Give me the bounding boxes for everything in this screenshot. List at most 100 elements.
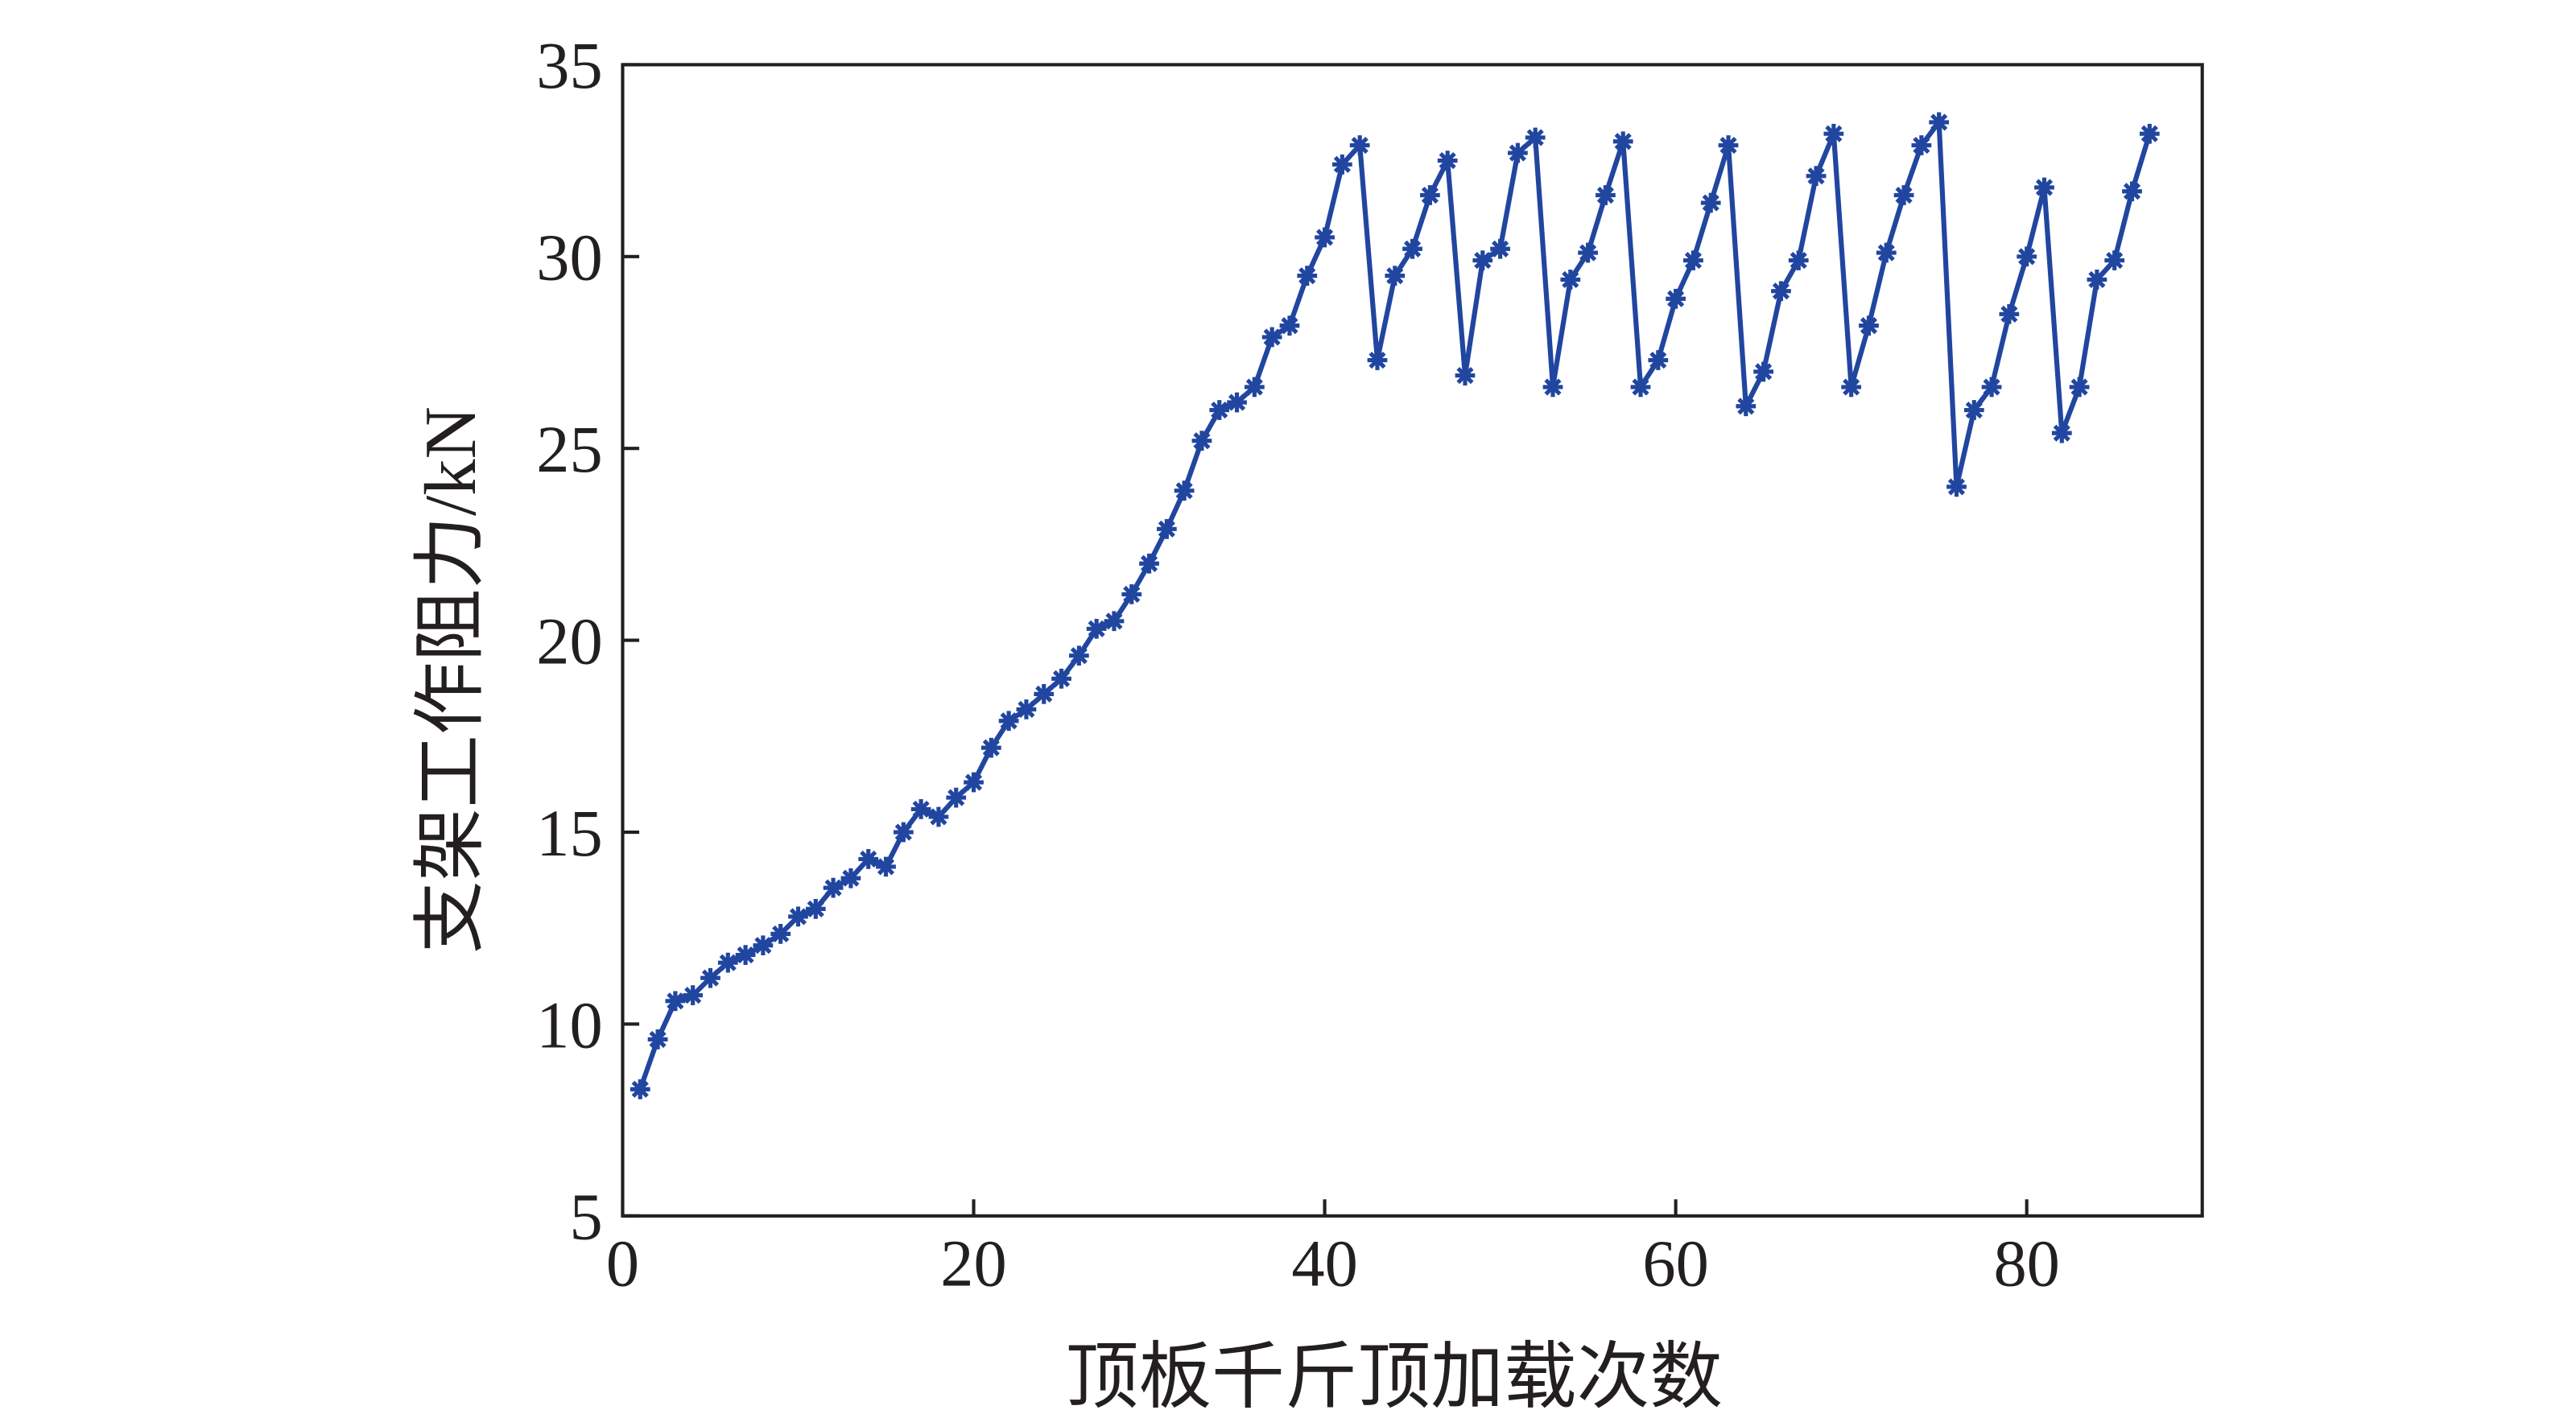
data-point [1086, 618, 1107, 639]
data-point [1630, 377, 1651, 398]
data-point [735, 945, 756, 965]
data-point [1893, 185, 1914, 205]
data-point [858, 849, 879, 869]
data-point [1297, 266, 1318, 287]
data-point [2087, 270, 2107, 290]
data-point [1929, 112, 1950, 133]
data-point [1596, 185, 1616, 205]
y-tick-label: 25 [536, 413, 602, 486]
data-point [1455, 365, 1476, 385]
data-point [1806, 166, 1827, 187]
data-point [998, 711, 1019, 732]
data-point [1279, 315, 1300, 336]
data-point [1385, 266, 1406, 287]
data-point [1718, 135, 1739, 155]
plot-frame [621, 63, 2204, 1218]
data-point [1332, 154, 1352, 175]
data-point [1612, 131, 1633, 152]
data-point [1051, 668, 1071, 689]
data-point [630, 1079, 650, 1099]
data-point [1911, 135, 1932, 155]
data-point [1016, 699, 1037, 719]
data-point [1963, 400, 1984, 420]
data-point [1771, 281, 1791, 302]
data-point [1349, 135, 1370, 155]
x-tick-label: 0 [606, 1227, 639, 1300]
data-point [770, 924, 791, 944]
data-point [717, 952, 738, 973]
data-point [1261, 327, 1282, 348]
data-point [2034, 177, 2054, 198]
data-point [1402, 238, 1422, 259]
data-point [1700, 192, 1721, 213]
data-point [2122, 181, 2142, 202]
data-point [1542, 377, 1563, 398]
y-tick-label: 5 [570, 1181, 603, 1254]
data-point [1191, 431, 1212, 451]
data-point [1490, 238, 1510, 259]
y-tick-label: 15 [536, 797, 602, 870]
data-point [2104, 250, 2125, 270]
data-point [805, 899, 826, 919]
y-tick-label: 20 [536, 604, 602, 678]
x-tick-label: 60 [1642, 1227, 1708, 1300]
data-point [1788, 250, 1809, 270]
data-point [1227, 392, 1247, 413]
data-point [1525, 127, 1546, 148]
data-point [1156, 518, 1177, 539]
data-point [1104, 611, 1125, 632]
data-point [910, 799, 931, 819]
data-point [1859, 315, 1879, 336]
data-point [1068, 645, 1089, 666]
data-point [700, 967, 720, 988]
data-point [1683, 250, 1703, 270]
data-point [980, 737, 1001, 758]
y-tick-label: 30 [536, 221, 602, 295]
data-point [1876, 242, 1897, 263]
data-point [876, 856, 896, 877]
data-point [1437, 150, 1458, 171]
data-point [1946, 476, 1967, 497]
y-tick-label: 10 [536, 988, 602, 1062]
data-point [1841, 377, 1862, 398]
data-point [788, 906, 808, 927]
x-tick-label: 20 [940, 1227, 1006, 1300]
data-point [665, 991, 686, 1012]
data-point [2051, 423, 2072, 443]
data-point [893, 822, 914, 843]
data-point [2069, 377, 2090, 398]
data-point [840, 868, 861, 888]
data-point [928, 806, 949, 827]
data-point [1648, 350, 1669, 370]
data-point [964, 772, 984, 793]
data-point [946, 787, 967, 808]
data-point [2017, 246, 2037, 267]
data-point [683, 985, 704, 1006]
data-point [1736, 396, 1757, 417]
data-point [1121, 584, 1142, 604]
x-tick-label: 80 [1993, 1227, 2059, 1300]
x-tick-label: 40 [1291, 1227, 1357, 1300]
data-point [1560, 270, 1581, 290]
data-point [1508, 142, 1528, 163]
y-axis-label: 支架工作阻力/kN [410, 406, 491, 954]
x-axis-label: 顶板千斤顶加载次数 [1066, 1337, 1723, 1410]
data-point [647, 1029, 668, 1049]
data-point [1244, 377, 1265, 398]
data-point [1753, 361, 1774, 382]
data-point [2139, 123, 2160, 144]
data-point [1472, 250, 1493, 270]
data-point [1999, 303, 2020, 324]
data-point [823, 877, 844, 898]
data-point [1034, 684, 1055, 704]
data-point [1367, 350, 1388, 370]
y-tick-label: 35 [536, 29, 602, 102]
data-point [1315, 227, 1335, 248]
data-point [1209, 400, 1230, 420]
data-point [1823, 123, 1844, 144]
data-point [1139, 553, 1159, 574]
data-point [1981, 377, 2002, 398]
data-point [753, 935, 774, 956]
